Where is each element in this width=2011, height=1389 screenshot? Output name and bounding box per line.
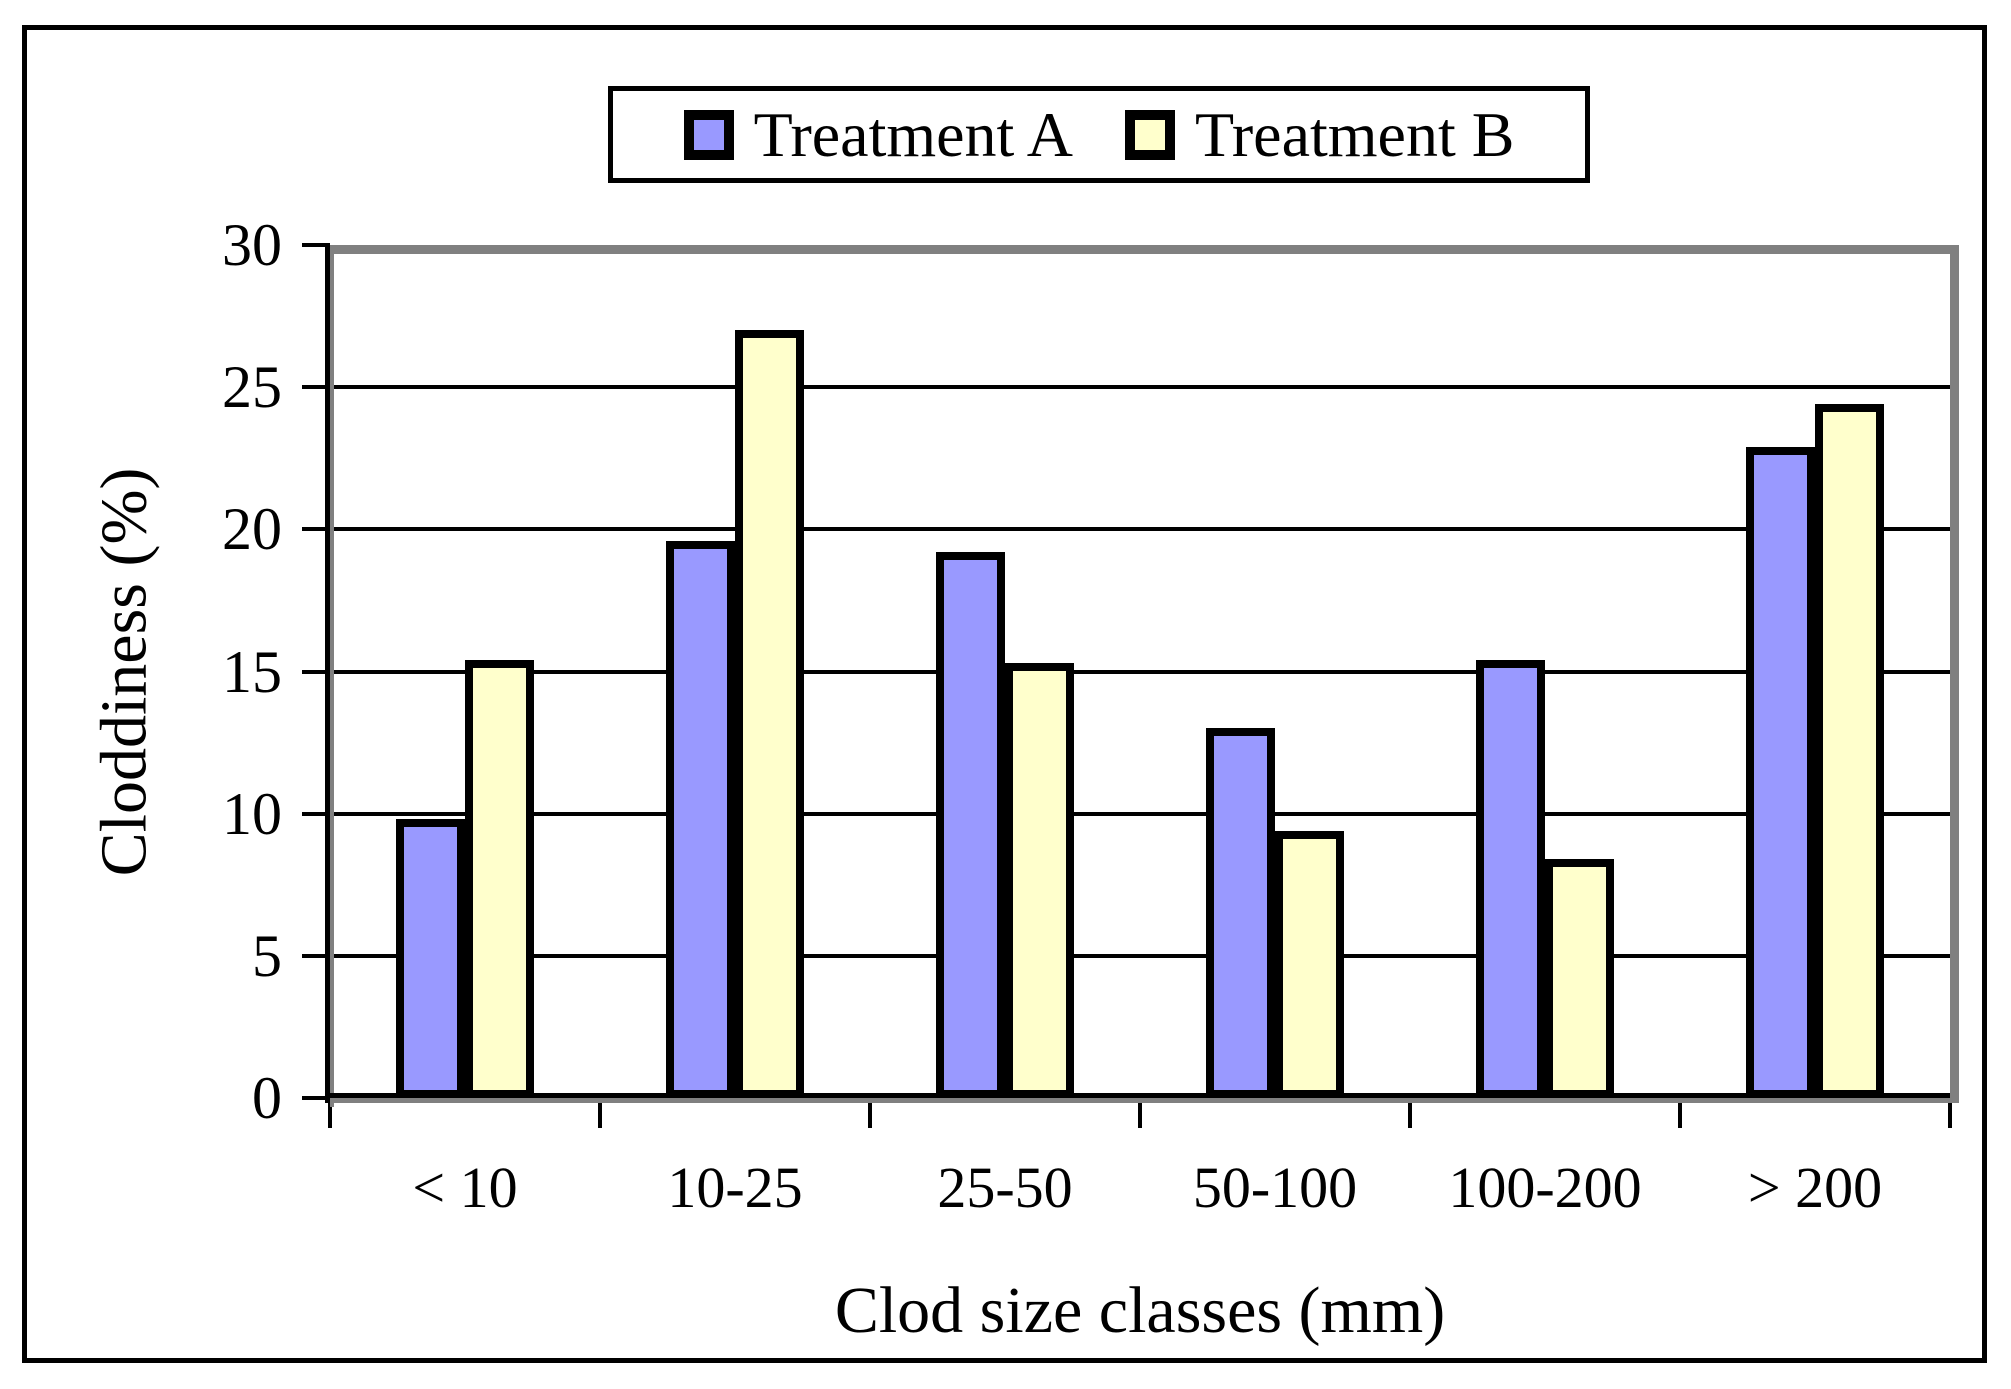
y-tick-mark	[302, 670, 330, 674]
y-tick-mark	[302, 1096, 330, 1100]
y-tick-label: 10	[222, 781, 282, 847]
y-tick-mark	[302, 527, 330, 531]
x-tick-mark	[1678, 1098, 1682, 1128]
bar-group-100-200	[1410, 245, 1680, 1098]
bar-treatment-b-50-100	[1275, 830, 1344, 1098]
bar-treatment-b-gt200	[1815, 404, 1884, 1098]
bar-group-gt200	[1680, 245, 1950, 1098]
x-tick-mark	[1408, 1098, 1412, 1128]
y-tick-mark	[302, 812, 330, 816]
bar-treatment-a-gt200	[1746, 446, 1815, 1098]
legend-label-treatment-a: Treatment A	[753, 98, 1073, 170]
x-category-label: < 10	[412, 1155, 518, 1220]
x-category-label: 100-200	[1448, 1155, 1642, 1220]
x-category-label: > 200	[1747, 1155, 1883, 1220]
y-tick-label: 5	[252, 923, 282, 989]
bar-treatment-b-25-50	[1005, 662, 1074, 1098]
y-tick-label: 20	[222, 496, 282, 562]
legend-swatch-treatment-b	[1125, 109, 1175, 160]
bar-treatment-a-25-50	[936, 552, 1005, 1098]
plot-area	[325, 245, 1959, 1107]
bar-group-50-100	[1140, 245, 1410, 1098]
x-axis-line	[325, 1093, 1950, 1098]
x-axis-shadow	[330, 1098, 1959, 1103]
bar-treatment-b-100-200	[1545, 859, 1614, 1098]
bar-group-10-25	[600, 245, 870, 1098]
y-tick-label: 25	[222, 354, 282, 420]
x-tick-mark	[1138, 1098, 1142, 1128]
x-category-label: 25-50	[937, 1155, 1073, 1220]
y-tick-mark	[302, 385, 330, 389]
x-tick-mark	[868, 1098, 872, 1128]
x-tick-mark	[328, 1098, 332, 1128]
gridline-20	[330, 527, 1950, 532]
y-tick-label: 0	[252, 1065, 282, 1131]
bar-treatment-a-50-100	[1206, 728, 1275, 1098]
gridline-25	[330, 385, 1950, 390]
legend-item-treatment-a: Treatment A	[683, 98, 1073, 170]
x-axis-title: Clod size classes (mm)	[834, 1274, 1446, 1347]
gridline-10	[330, 811, 1950, 816]
chart-figure: Treatment A Treatment B Cloddiness (%) 3…	[22, 25, 1987, 1363]
legend-swatch-treatment-a	[683, 109, 734, 160]
y-tick-mark	[302, 243, 330, 247]
bar-group-lt10	[330, 245, 600, 1098]
bar-treatment-a-100-200	[1476, 660, 1545, 1098]
plot-border-right	[1950, 245, 1959, 1098]
legend-item-treatment-b: Treatment B	[1125, 98, 1515, 170]
x-tick-mark	[598, 1098, 602, 1128]
bar-treatment-b-10-25	[735, 330, 804, 1098]
gridline-15	[330, 669, 1950, 674]
y-axis-shadow	[330, 251, 334, 1107]
y-tick-mark	[302, 954, 330, 958]
x-category-label: 10-25	[667, 1155, 803, 1220]
x-category-label: 50-100	[1192, 1155, 1358, 1220]
x-tick-mark	[1948, 1098, 1952, 1128]
bar-treatment-b-lt10	[465, 660, 534, 1098]
legend-label-treatment-b: Treatment B	[1195, 98, 1515, 170]
bar-treatment-a-10-25	[666, 540, 735, 1098]
bar-groups	[330, 245, 1950, 1098]
legend: Treatment A Treatment B	[608, 86, 1590, 183]
plot-border-top	[330, 245, 1959, 254]
y-tick-label: 15	[222, 639, 282, 705]
y-axis-line	[325, 245, 330, 1103]
bar-treatment-a-lt10	[396, 819, 465, 1098]
gridline-5	[330, 953, 1950, 958]
bar-group-25-50	[870, 245, 1140, 1098]
y-tick-label: 30	[222, 212, 282, 278]
